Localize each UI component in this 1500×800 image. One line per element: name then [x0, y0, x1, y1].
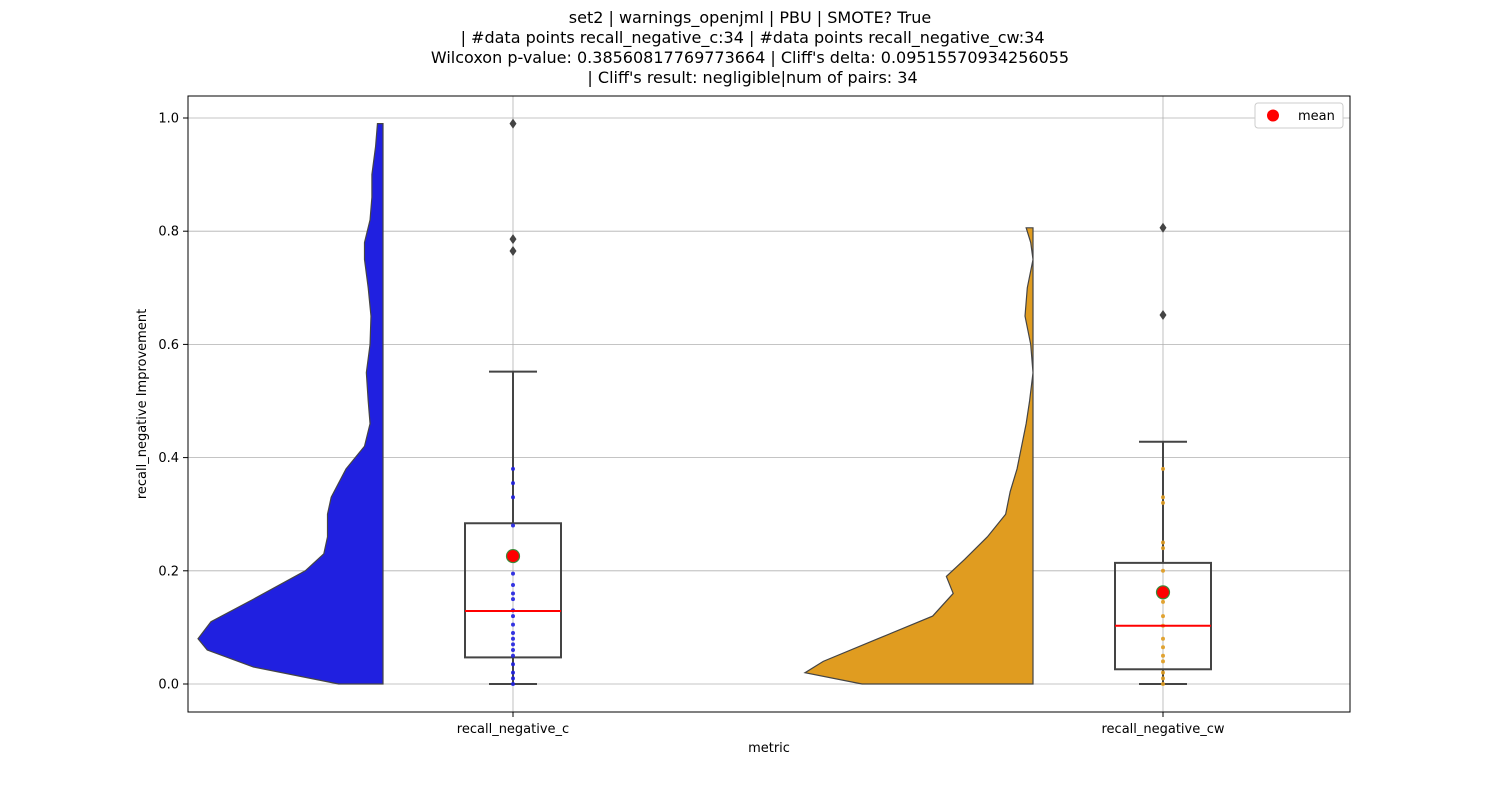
data-point	[511, 597, 515, 602]
data-point	[1161, 614, 1165, 619]
title-line-4: | Cliff's result: negligible|num of pair…	[582, 68, 918, 87]
data-point	[511, 466, 515, 471]
legend-mean-label: mean	[1298, 109, 1335, 124]
y-tick-label: 0.2	[158, 564, 179, 579]
data-point	[1161, 670, 1165, 675]
box-recall_negative_cw	[1114, 561, 1212, 671]
data-point	[1161, 682, 1165, 686]
data-point	[1161, 568, 1165, 573]
y-tick-label: 0.8	[158, 225, 179, 240]
mean-marker	[1155, 585, 1171, 600]
box-layer	[464, 118, 1212, 686]
data-point	[511, 642, 515, 647]
data-point	[1161, 546, 1165, 551]
chart-title: set2 | warnings_openjml | PBU | SMOTE? T…	[0, 8, 1500, 88]
y-tick-label: 0.0	[158, 678, 179, 693]
outlier-point	[1159, 309, 1167, 320]
data-point	[511, 662, 515, 667]
data-point	[511, 571, 515, 576]
data-point	[511, 631, 515, 636]
data-point	[1161, 636, 1165, 641]
data-point	[1161, 466, 1165, 471]
plot-frame	[187, 95, 1351, 713]
title-line-2: | #data points recall_negative_c:34 | #d…	[455, 28, 1045, 47]
data-point	[511, 614, 515, 619]
mean-marker	[505, 548, 521, 564]
outlier-point	[1159, 222, 1167, 233]
data-point	[1161, 645, 1165, 650]
outlier-point	[509, 234, 517, 245]
data-point	[1161, 599, 1165, 604]
data-point	[511, 682, 515, 686]
data-point	[511, 523, 515, 528]
data-point	[511, 591, 515, 596]
x-tick-label: recall_negative_c	[457, 722, 569, 737]
data-point	[1161, 540, 1165, 545]
data-point	[511, 676, 515, 681]
violin-recall_negative_c	[197, 123, 384, 685]
data-point	[511, 670, 515, 675]
axis-layer: 0.0 0.2 0.4 0.6 0.8 1.0 recall_negative_c recal…	[158, 95, 1351, 737]
outlier-point	[509, 118, 517, 129]
violin-layer	[197, 123, 1034, 685]
y-tick-label: 1.0	[158, 112, 179, 127]
data-point	[511, 582, 515, 587]
legend-mean-marker	[1267, 109, 1279, 122]
data-point	[1161, 495, 1165, 500]
outlier-point	[509, 246, 517, 257]
data-point	[1161, 676, 1165, 681]
x-tick-label: recall_negative_cw	[1101, 722, 1224, 737]
data-point	[511, 636, 515, 641]
title-line-3: Wilcoxon p-value: 0.38560817769773664 | …	[430, 48, 1070, 67]
violin-recall_negative_cw	[803, 227, 1034, 685]
y-tick-label: 0.4	[158, 451, 179, 466]
data-point	[511, 495, 515, 500]
y-axis-label: recall_negative Improvement	[135, 309, 150, 499]
data-point	[1161, 653, 1165, 658]
data-point	[511, 622, 515, 627]
data-point	[1161, 500, 1165, 505]
legend-box	[1254, 102, 1344, 129]
data-point	[511, 648, 515, 653]
data-point	[1161, 659, 1165, 664]
data-point	[511, 653, 515, 658]
y-tick-label: 0.6	[158, 338, 179, 353]
x-axis-label: metric	[748, 741, 790, 756]
data-point	[511, 481, 515, 486]
legend: mean	[1254, 102, 1344, 129]
title-line-1: set2 | warnings_openjml | PBU | SMOTE? T…	[568, 8, 932, 27]
